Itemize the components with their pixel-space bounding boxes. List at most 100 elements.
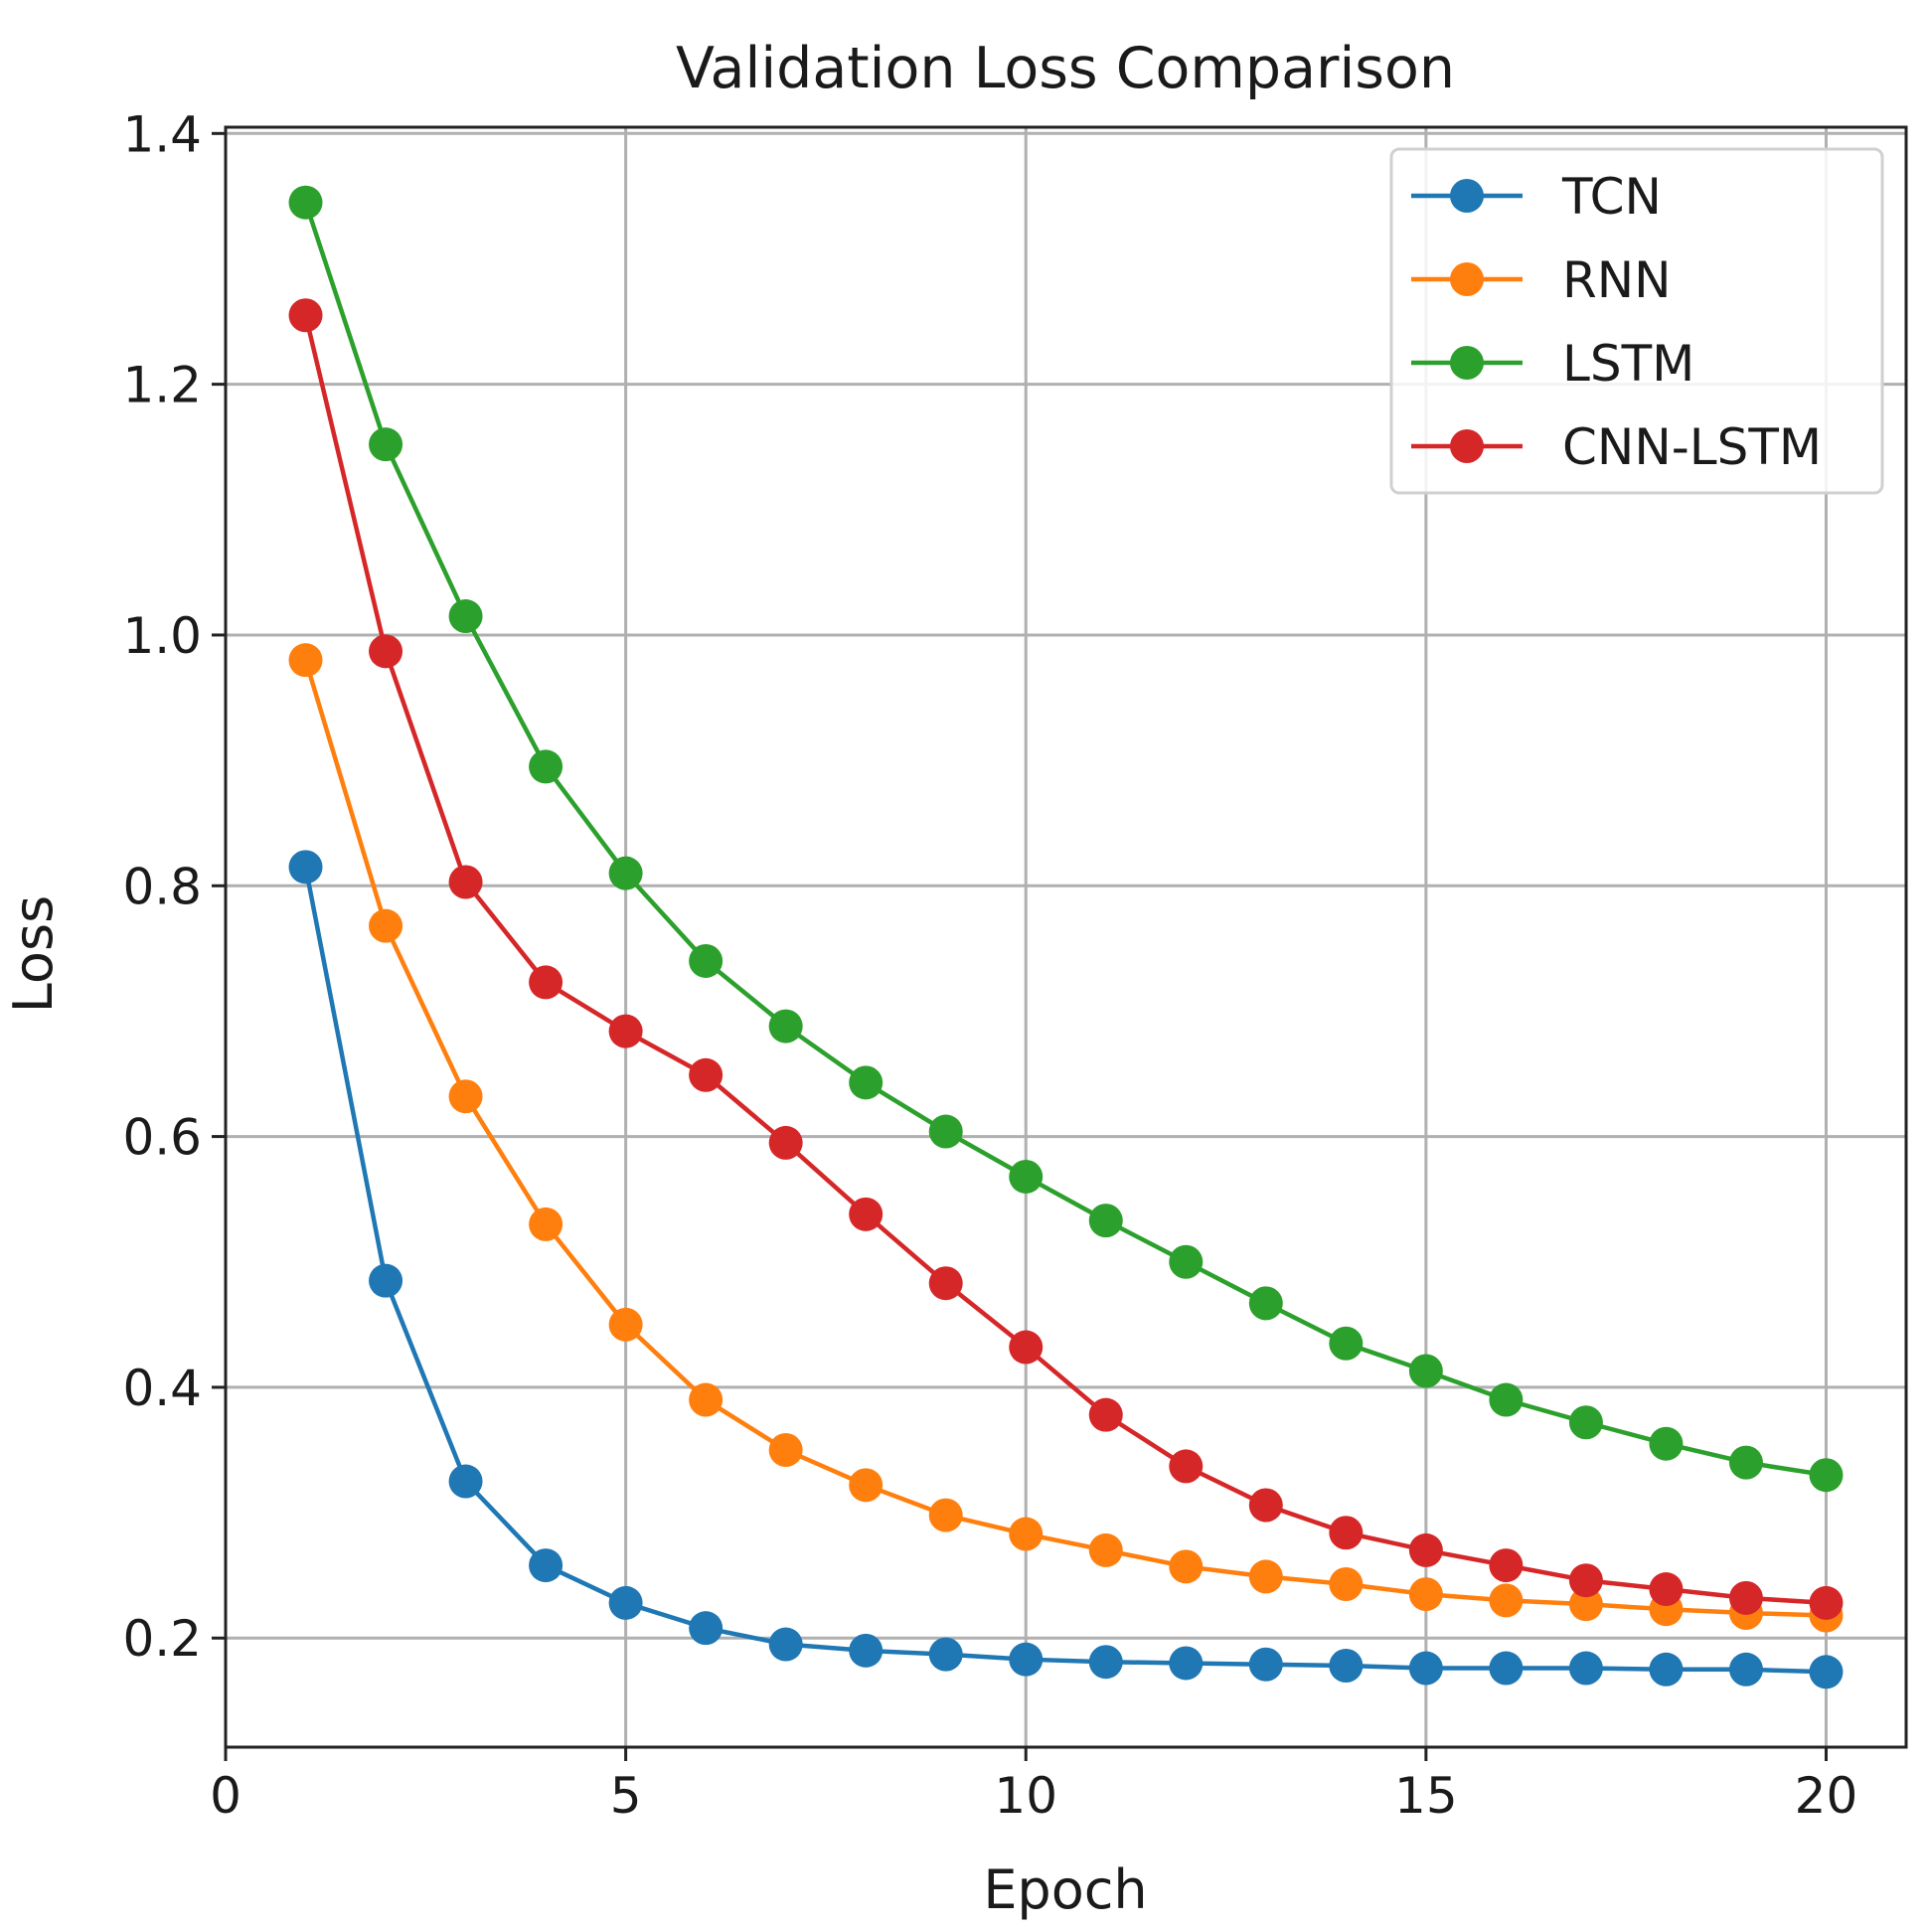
data-point-tcn [1568,1651,1603,1686]
x-tick-label: 5 [610,1767,642,1825]
data-point-rnn [849,1468,884,1503]
data-point-rnn [369,908,403,943]
data-point-tcn [608,1585,643,1620]
legend-item-rnn: RNN [1411,251,1672,309]
x-tick-label: 20 [1795,1767,1858,1825]
data-point-lstm [608,856,643,890]
legend-marker [1450,262,1484,296]
data-point-rnn [608,1307,643,1342]
data-point-cnn-lstm [1088,1397,1123,1432]
data-point-tcn [1489,1651,1524,1686]
y-tick-label: 0.2 [122,1610,202,1668]
data-point-lstm [1009,1159,1044,1194]
data-point-lstm [288,185,323,220]
data-point-tcn [1009,1642,1044,1677]
data-point-cnn-lstm [689,1057,723,1092]
legend-marker [1450,179,1484,213]
data-point-lstm [1728,1445,1763,1480]
y-tick-label: 1.0 [122,607,202,665]
data-point-rnn [1169,1549,1204,1584]
y-tick-label: 1.2 [122,357,202,414]
data-point-tcn [1088,1645,1123,1680]
data-point-rnn [448,1079,483,1114]
y-tick-label: 0.6 [122,1109,202,1167]
data-point-cnn-lstm [448,865,483,899]
legend-label: TCN [1561,168,1662,226]
legend-label: RNN [1562,251,1672,309]
data-point-cnn-lstm [849,1197,884,1231]
data-point-cnn-lstm [369,634,403,669]
data-point-cnn-lstm [1408,1532,1443,1567]
data-point-lstm [1489,1382,1524,1417]
data-point-tcn [849,1633,884,1668]
data-point-cnn-lstm [1248,1488,1283,1523]
x-tick-label: 15 [1394,1767,1458,1825]
data-point-rnn [1248,1559,1283,1594]
data-point-cnn-lstm [288,298,323,333]
legend: TCN RNN LSTM CNN-LSTM [1389,147,1884,495]
chart-title: Validation Loss Comparison [676,36,1455,101]
y-tick-label: 1.4 [122,105,202,163]
data-point-lstm [1408,1354,1443,1388]
data-point-tcn [288,850,323,885]
legend-marker [1450,429,1484,463]
data-point-tcn [689,1611,723,1646]
data-point-lstm [689,943,723,978]
data-point-lstm [849,1065,884,1100]
data-point-rnn [1568,1587,1603,1622]
ticks: 0 5 10 15 20 0.2 0.4 0.6 0.8 1.0 1.2 1.4 [122,105,1857,1825]
data-point-tcn [1728,1652,1763,1687]
data-point-rnn [1009,1517,1044,1551]
series-cnn-lstm [288,298,1844,1620]
data-point-tcn [1329,1648,1364,1683]
series-tcn [288,850,1844,1690]
data-point-lstm [448,599,483,634]
legend-item-lstm: LSTM [1411,335,1694,393]
data-point-cnn-lstm [1568,1563,1603,1598]
y-axis-label: Loss [2,895,65,1013]
data-point-tcn [1809,1655,1844,1690]
data-point-lstm [369,427,403,462]
data-point-tcn [1408,1651,1443,1686]
data-point-tcn [448,1464,483,1499]
data-point-rnn [928,1498,963,1532]
x-tick-label: 0 [210,1767,241,1825]
data-point-cnn-lstm [1728,1580,1763,1615]
data-point-lstm [768,1009,803,1044]
data-point-tcn [928,1637,963,1672]
data-point-cnn-lstm [529,965,563,1000]
data-point-lstm [928,1114,963,1149]
data-point-cnn-lstm [608,1014,643,1048]
data-point-lstm [529,749,563,784]
series-rnn [288,643,1844,1633]
data-point-tcn [529,1548,563,1583]
series-lstm [288,185,1844,1493]
data-point-tcn [768,1627,803,1662]
data-point-rnn [529,1207,563,1241]
data-point-rnn [689,1382,723,1417]
data-point-cnn-lstm [1649,1572,1684,1607]
series-layer [288,185,1844,1690]
data-point-lstm [1248,1286,1283,1321]
data-point-cnn-lstm [768,1125,803,1160]
data-point-tcn [369,1263,403,1298]
data-point-cnn-lstm [1009,1330,1044,1365]
data-point-rnn [1489,1583,1524,1618]
data-point-cnn-lstm [1809,1585,1844,1620]
data-point-lstm [1329,1326,1364,1361]
legend-item-tcn: TCN [1411,168,1662,226]
legend-marker [1450,346,1484,380]
data-point-rnn [1088,1532,1123,1567]
data-point-tcn [1248,1647,1283,1682]
data-point-rnn [768,1432,803,1467]
data-point-lstm [1809,1458,1844,1493]
legend-box [1389,147,1884,495]
axes-frame [224,125,1908,1749]
legend-label: LSTM [1562,335,1694,393]
data-point-rnn [1408,1577,1443,1612]
data-point-cnn-lstm [1489,1548,1524,1583]
y-tick-label: 0.8 [122,858,202,915]
data-point-rnn [1329,1566,1364,1601]
data-point-lstm [1568,1405,1603,1440]
